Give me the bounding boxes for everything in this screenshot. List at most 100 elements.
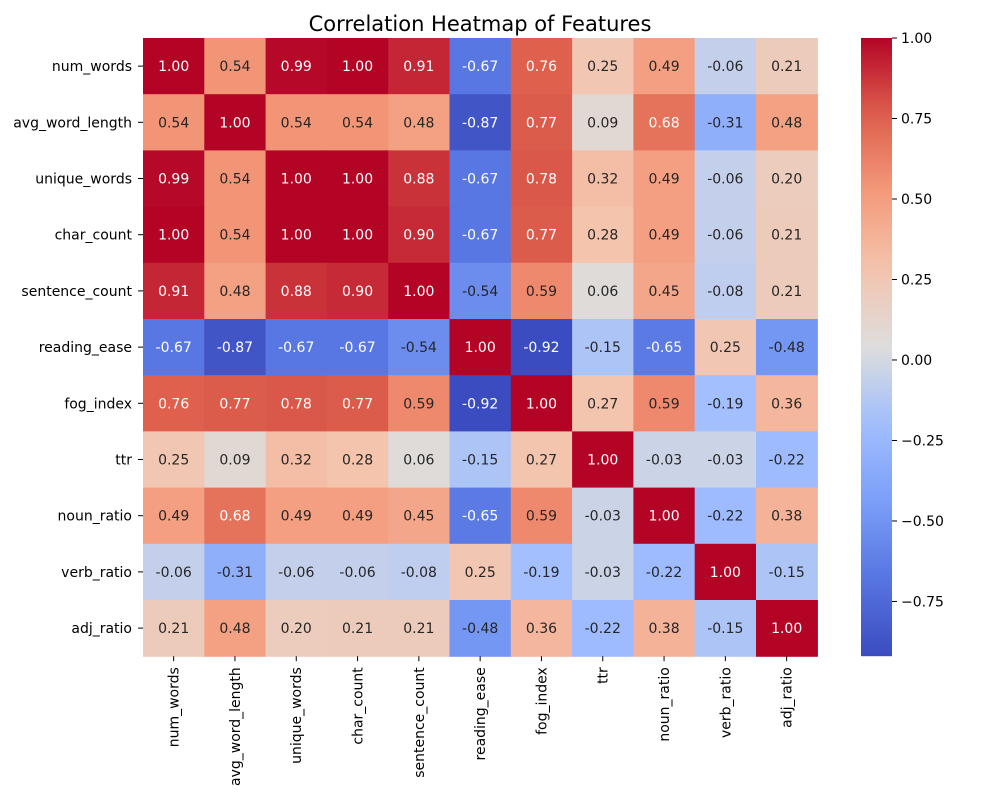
cell-value-label: 1.00 bbox=[158, 59, 189, 75]
heatmap-cell bbox=[388, 94, 451, 151]
cell-value-label: -0.03 bbox=[646, 453, 682, 469]
cell-value-label: -0.54 bbox=[462, 284, 498, 300]
cell-value-label: 0.21 bbox=[771, 228, 802, 244]
cell-value-label: -0.67 bbox=[462, 172, 498, 188]
heatmap-cell bbox=[143, 150, 205, 208]
row-tick-label: noun_ratio bbox=[58, 509, 132, 525]
heatmap-cell bbox=[694, 431, 757, 489]
heatmap-cell bbox=[265, 150, 328, 208]
heatmap-cell bbox=[143, 262, 205, 320]
cell-value-label: 0.27 bbox=[587, 396, 618, 412]
heatmap-cell bbox=[388, 38, 451, 95]
heatmap-cell bbox=[756, 206, 818, 264]
row-tick-label: verb_ratio bbox=[61, 565, 132, 581]
colorbar: 1.00 0.75 0.50 0.25 0.00 −0.25 −0.50 −0.75 bbox=[861, 31, 944, 657]
cell-value-label: 1.00 bbox=[710, 565, 741, 581]
cell-value-label: 0.45 bbox=[403, 509, 434, 525]
cell-value-label: 1.00 bbox=[219, 115, 250, 131]
cell-value-label: -0.22 bbox=[769, 453, 805, 469]
cell-value-label: -0.67 bbox=[462, 228, 498, 244]
colorbar-tick-label: 1.00 bbox=[901, 31, 932, 47]
cell-value-label: 0.54 bbox=[158, 115, 189, 131]
cell-value-label: -0.65 bbox=[646, 340, 682, 356]
cell-value-label: -0.48 bbox=[462, 621, 498, 637]
cell-value-label: 0.06 bbox=[403, 453, 434, 469]
heatmap-cell bbox=[633, 375, 696, 432]
cell-value-label: 0.88 bbox=[403, 172, 434, 188]
column-tick-label: sentence_count bbox=[412, 667, 428, 778]
cell-value-label: 0.77 bbox=[342, 396, 373, 412]
cell-value-label: 1.00 bbox=[526, 396, 557, 412]
column-tick-label: fog_index bbox=[534, 667, 550, 735]
heatmap-cell bbox=[143, 94, 205, 151]
heatmap-cell bbox=[449, 375, 512, 432]
heatmap-cell bbox=[204, 262, 267, 320]
cell-value-label: -0.67 bbox=[462, 59, 498, 75]
cell-value-label: 0.21 bbox=[771, 284, 802, 300]
cell-value-label: -0.67 bbox=[339, 340, 375, 356]
cell-value-label: -0.22 bbox=[707, 509, 743, 525]
heatmap-cell bbox=[204, 319, 267, 376]
heatmap-cell bbox=[510, 319, 573, 376]
column-tick-label: num_words bbox=[167, 667, 183, 747]
cell-value-label: -0.03 bbox=[585, 565, 621, 581]
cell-value-label: -0.31 bbox=[707, 115, 743, 131]
heatmap-cell bbox=[510, 375, 573, 432]
heatmap-cell bbox=[326, 375, 389, 432]
heatmap-cell bbox=[143, 206, 205, 264]
row-tick-labels: num_words avg_word_length unique_wordschar… bbox=[13, 59, 143, 637]
row-tick-label: char_count bbox=[55, 228, 133, 244]
heatmap-cell bbox=[449, 206, 512, 264]
heatmap-cell bbox=[388, 262, 451, 320]
heatmap-cell bbox=[510, 431, 573, 489]
cell-value-label: 0.09 bbox=[587, 115, 618, 131]
heatmap-cell bbox=[510, 206, 573, 264]
cell-value-label: -0.92 bbox=[523, 340, 559, 356]
heatmap-cell bbox=[572, 600, 634, 657]
heatmap-cell bbox=[572, 375, 634, 432]
heatmap-cell bbox=[265, 262, 328, 320]
cell-value-label: 0.36 bbox=[771, 396, 802, 412]
cell-value-label: 0.99 bbox=[281, 59, 312, 75]
row-tick-label: avg_word_length bbox=[13, 115, 132, 131]
heatmap-cell bbox=[204, 38, 267, 95]
heatmap-cell bbox=[694, 150, 757, 208]
heatmap-cell bbox=[326, 150, 389, 208]
column-tick-label: unique_words bbox=[289, 667, 305, 764]
cell-value-label: -0.06 bbox=[707, 59, 743, 75]
heatmap-cell bbox=[143, 375, 205, 432]
cell-value-label: 0.59 bbox=[403, 396, 434, 412]
cell-value-label: 0.54 bbox=[219, 59, 250, 75]
cell-value-label: -0.08 bbox=[707, 284, 743, 300]
cell-value-label: 0.54 bbox=[281, 115, 312, 131]
heatmap-cell bbox=[388, 375, 451, 432]
heatmap-cell bbox=[756, 319, 818, 376]
cell-value-label: 0.77 bbox=[526, 115, 557, 131]
heatmap-cell bbox=[265, 431, 328, 489]
heatmap-cell bbox=[756, 262, 818, 320]
heatmap-cell bbox=[326, 206, 389, 264]
column-tick-label: adj_ratio bbox=[780, 667, 796, 728]
cell-value-label: 0.32 bbox=[281, 453, 312, 469]
heatmap-cell bbox=[326, 487, 389, 545]
colorbar-tick-label: −0.50 bbox=[901, 514, 944, 530]
heatmap-cell bbox=[694, 487, 757, 545]
heatmap-cell bbox=[265, 375, 328, 432]
cell-value-label: -0.54 bbox=[401, 340, 437, 356]
heatmap-cell bbox=[572, 487, 634, 545]
heatmap-cell bbox=[633, 543, 696, 601]
heatmap-cell bbox=[388, 206, 451, 264]
cell-value-label: 0.32 bbox=[587, 172, 618, 188]
heatmap-cell bbox=[204, 150, 267, 208]
cell-value-label: 1.00 bbox=[158, 228, 189, 244]
heatmap-cell bbox=[204, 600, 267, 657]
heatmap-cell bbox=[449, 319, 512, 376]
heatmap-cell bbox=[572, 150, 634, 208]
heatmap-cell bbox=[143, 543, 205, 601]
heatmap-cell bbox=[388, 487, 451, 545]
heatmap-cell bbox=[326, 543, 389, 601]
cell-value-label: 0.49 bbox=[648, 59, 679, 75]
cell-value-label: -0.19 bbox=[523, 565, 559, 581]
cell-value-label: 0.38 bbox=[648, 621, 679, 637]
cell-value-label: -0.67 bbox=[156, 340, 192, 356]
